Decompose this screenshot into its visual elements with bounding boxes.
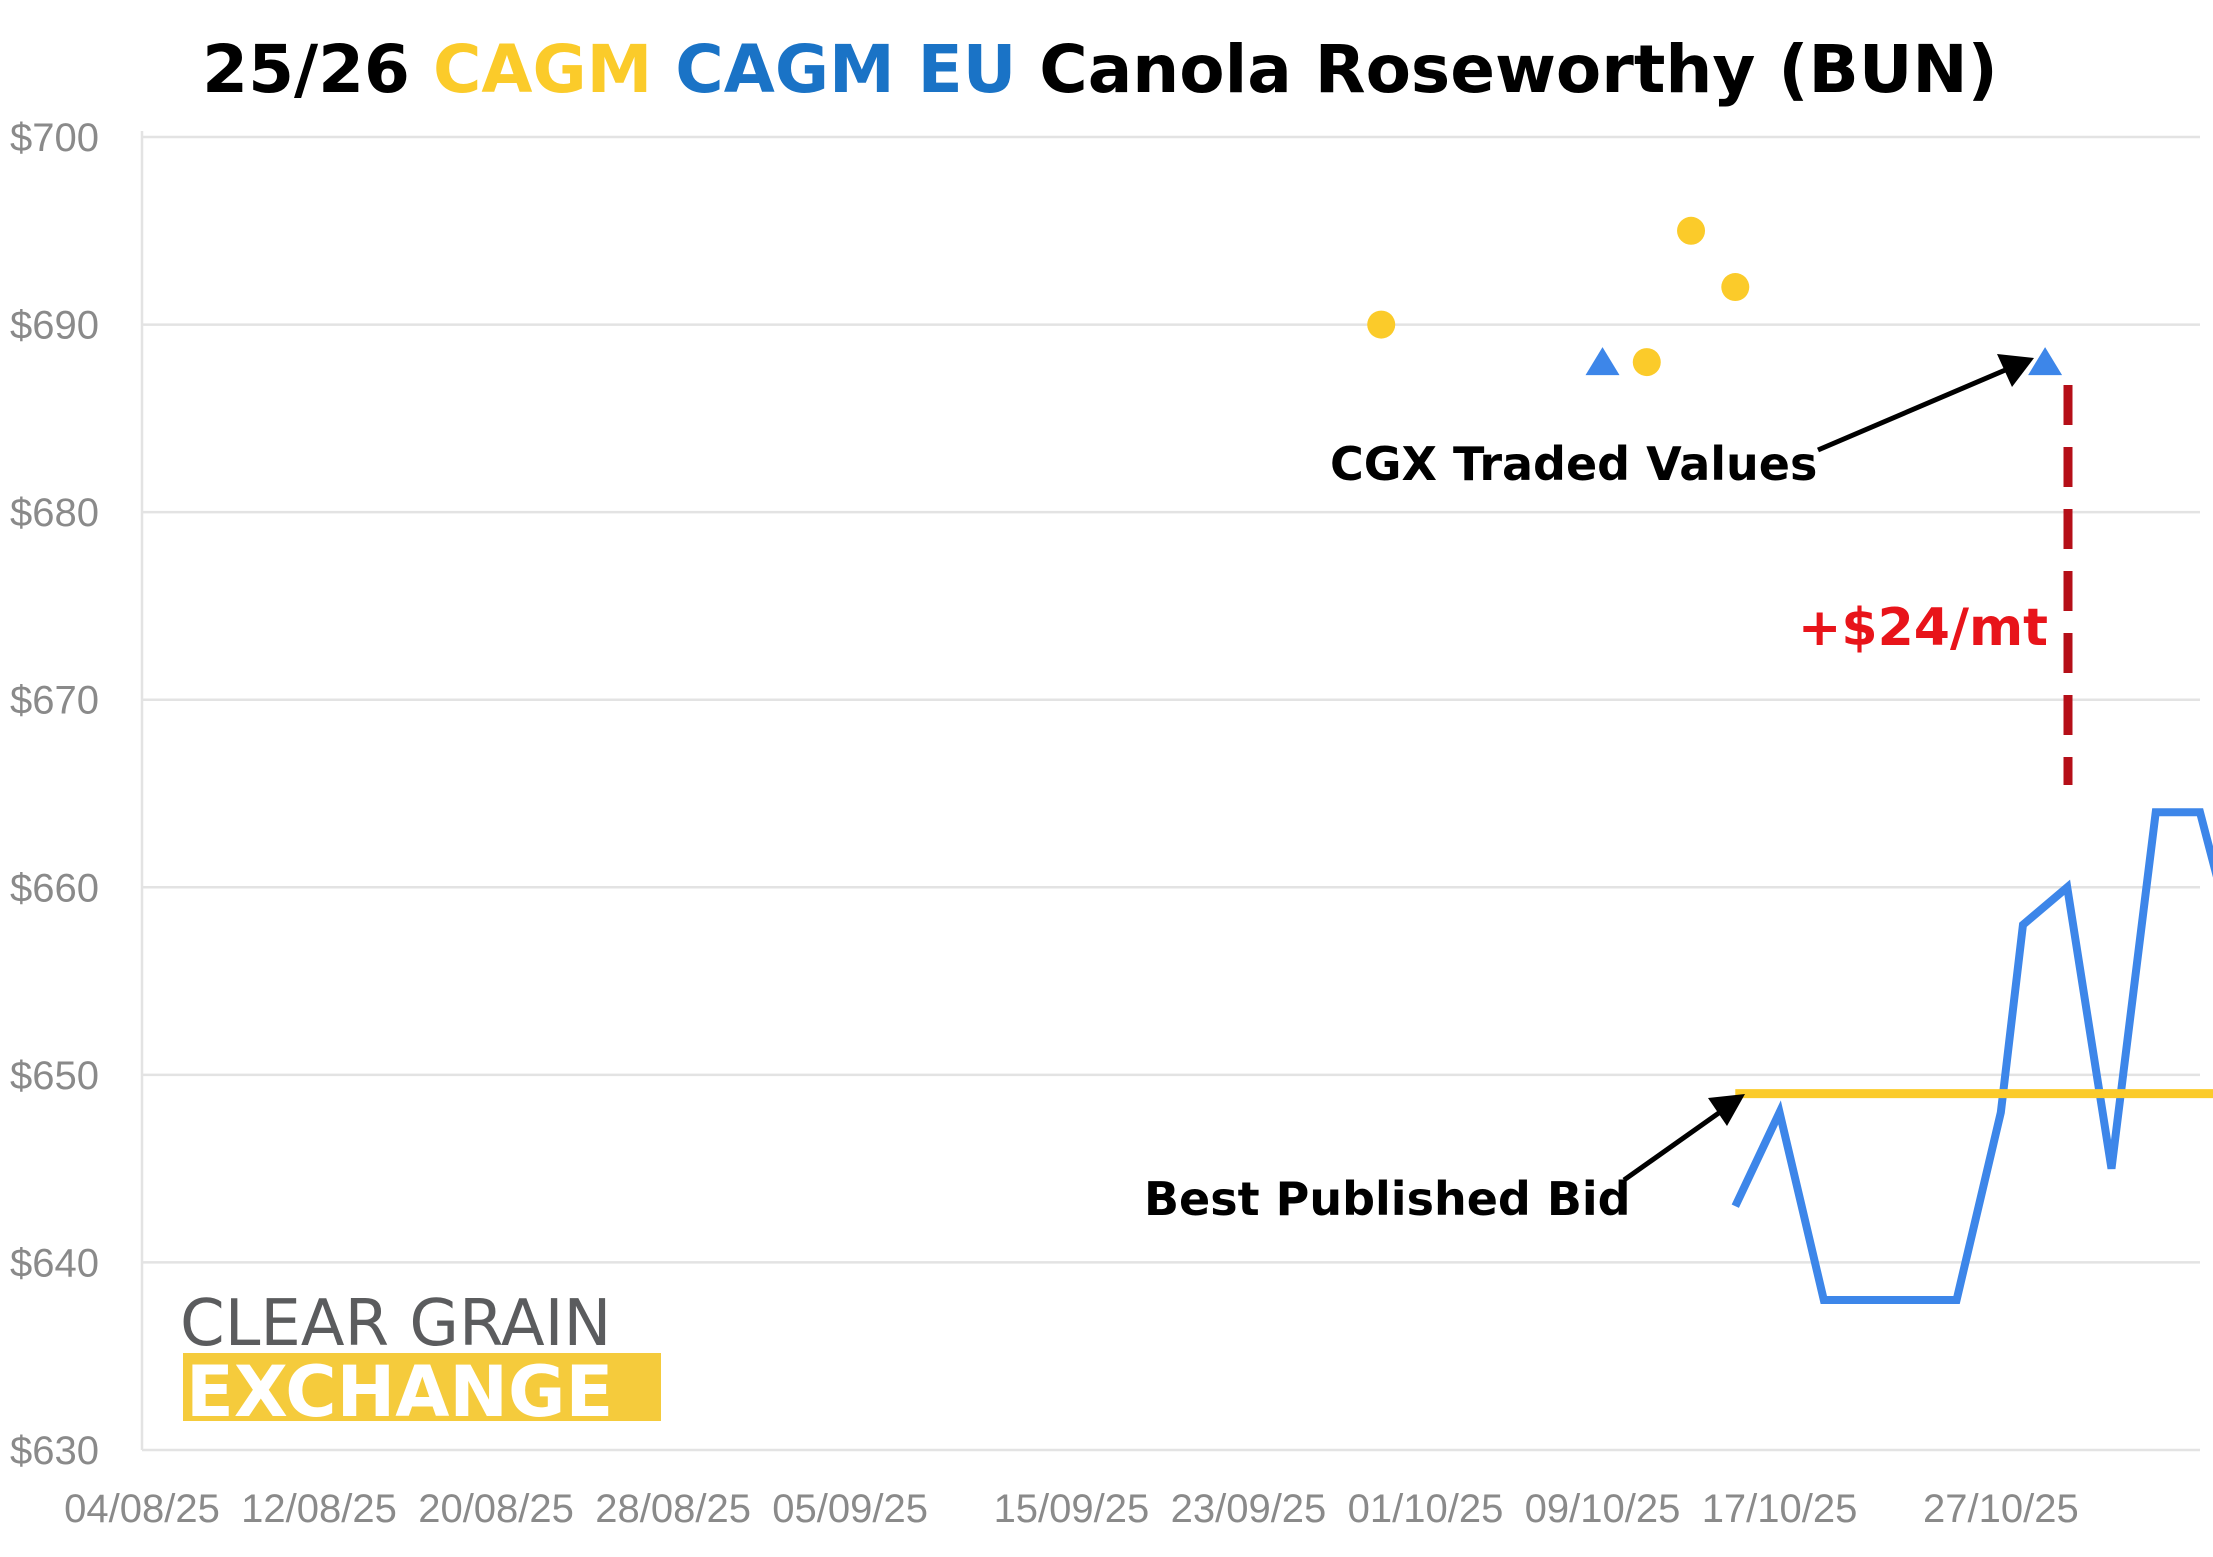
best-bid-label: Best Published Bid [1144,1172,1631,1226]
chart-series [1367,216,2213,1304]
logo-line2: EXCHANGE [186,1351,613,1433]
annotations: +$24/mt CGX Traded Values Best Published… [1144,354,2073,1226]
best-bid-arrow [1622,1107,1725,1183]
x-tick-label: 17/10/25 [1702,1487,1858,1531]
logo-line1: CLEAR GRAIN [180,1287,611,1361]
y-tick-label: $700 [10,116,99,160]
logo-yellow-bar [183,1353,661,1421]
x-tick-label: 04/08/25 [64,1487,220,1531]
y-tick-label: $690 [10,304,99,348]
x-tick-label: 20/08/25 [418,1487,574,1531]
x-tick-label: 27/10/25 [1923,1487,2079,1531]
y-tick-label: $680 [10,491,99,535]
y-tick-label: $640 [10,1241,99,1285]
y-tick-label: $630 [10,1429,99,1473]
cagm-eu-traded-point [2028,347,2063,376]
cagm-traded-point [1367,310,1396,339]
cagm-traded-point [1721,273,1750,302]
cagm-eu-traded-point [1585,347,1620,376]
traded-values-arrow [1817,365,2011,453]
cagm-traded-point [1677,216,1706,245]
clear-grain-exchange-logo: CLEAR GRAIN EXCHANGE [180,1287,661,1433]
x-tick-label: 12/08/25 [241,1487,397,1531]
chart-title: 25/26 CAGM CAGM EU Canola Roseworthy (BU… [202,31,1998,108]
y-tick-label: $650 [10,1054,99,1098]
bid-history-line [1731,808,2213,1304]
y-tick-label: $660 [10,866,99,910]
best-bid-arrowhead [1708,1094,1745,1126]
x-tick-label: 28/08/25 [595,1487,751,1531]
y-axis-ticks: $630 $640 $650 $660 $670 $680 $690 $700 [10,116,99,1473]
y-tick-label: $670 [10,679,99,723]
cagm-traded-point [1632,348,1661,377]
x-axis-ticks: 04/08/25 12/08/25 20/08/25 28/08/25 05/09/25… [64,1487,2079,1531]
gridlines [140,131,2200,1452]
x-tick-label: 01/10/25 [1348,1487,1504,1531]
title-rest: Canola Roseworthy (BUN) [1016,31,1998,108]
traded-values-arrowhead [1997,354,2034,387]
title-cagm-eu: CAGM EU [652,31,1016,108]
x-tick-label: 15/09/25 [994,1487,1150,1531]
title-cagm: CAGM [433,31,652,108]
traded-values-label: CGX Traded Values [1330,437,1817,491]
x-tick-label: 09/10/25 [1525,1487,1681,1531]
x-tick-label: 05/09/25 [772,1487,928,1531]
difference-label: +$24/mt [1798,598,2048,658]
title-prefix: 25/26 [202,31,433,108]
x-tick-label: 23/09/25 [1171,1487,1327,1531]
